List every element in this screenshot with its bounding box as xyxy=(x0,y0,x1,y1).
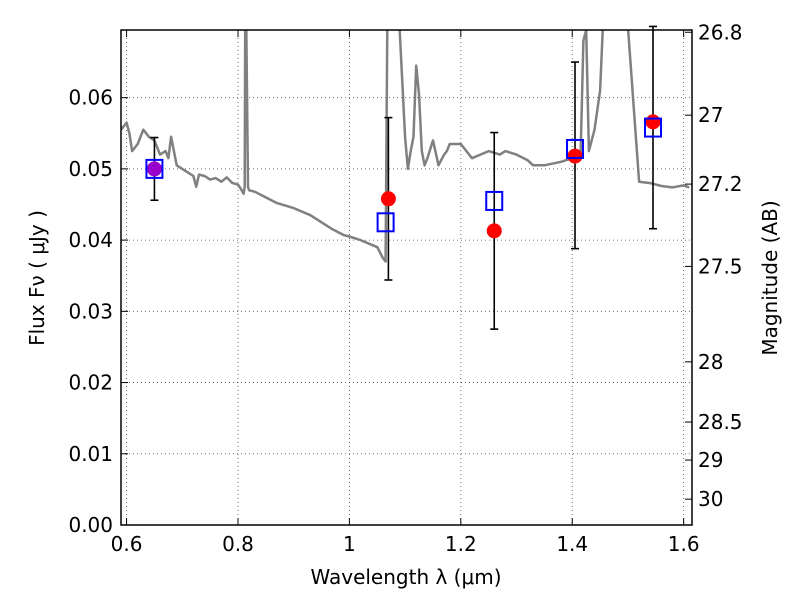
observed-point xyxy=(567,148,583,164)
y2-tick-label: 27.5 xyxy=(698,254,743,278)
observed-point xyxy=(645,114,661,130)
model-point xyxy=(485,190,504,211)
model-point xyxy=(145,158,164,179)
y2-tick-label: 30 xyxy=(698,487,723,511)
y2-axis-label: Magnitude (AB) xyxy=(758,200,782,355)
y2-tick-label: 27.2 xyxy=(698,172,743,196)
x-tick-label: 1 xyxy=(343,532,356,556)
model-points-group xyxy=(145,117,663,233)
x-tick-label: 1.4 xyxy=(556,532,588,556)
x-tick-label: 0.6 xyxy=(111,532,143,556)
y2-tick-label: 28 xyxy=(698,350,723,374)
sed-line xyxy=(121,30,690,263)
y-tick-label: 0.02 xyxy=(68,371,113,395)
plot-frame xyxy=(120,29,693,526)
y-axis-label: Flux Fν ( μJy ) xyxy=(25,210,49,346)
y-tick-label: 0.01 xyxy=(68,442,113,466)
y2-tick-label: 28.5 xyxy=(698,410,743,434)
x-tick-label: 0.8 xyxy=(222,532,254,556)
y-tick-label: 0.04 xyxy=(68,228,113,252)
observed-point xyxy=(380,191,396,207)
model-point xyxy=(566,138,585,159)
grid xyxy=(121,30,692,526)
y2-tick-label: 27 xyxy=(698,103,723,127)
x-tick-label: 1.2 xyxy=(445,532,477,556)
y2-tick-label: 29 xyxy=(698,448,723,472)
axis-ticks: 0.6 0.8 1 1.2 1.4 1.6 0.00 0.01 0.02 0.03 0.04 0.05… xyxy=(68,20,742,556)
sed-line-group xyxy=(121,30,690,263)
x-tick-label: 1.6 xyxy=(668,532,700,556)
y-tick-label: 0.03 xyxy=(68,299,113,323)
y-tick-label: 0.06 xyxy=(68,86,113,110)
x-axis-label: Wavelength λ (μm) xyxy=(310,565,501,589)
observed-point xyxy=(146,161,162,177)
observed-point xyxy=(486,223,502,239)
model-point xyxy=(644,117,663,138)
y2-tick-label: 26.8 xyxy=(698,20,743,44)
y-tick-label: 0.05 xyxy=(68,157,113,181)
model-point xyxy=(376,212,395,233)
y-tick-label: 0.00 xyxy=(68,513,113,537)
